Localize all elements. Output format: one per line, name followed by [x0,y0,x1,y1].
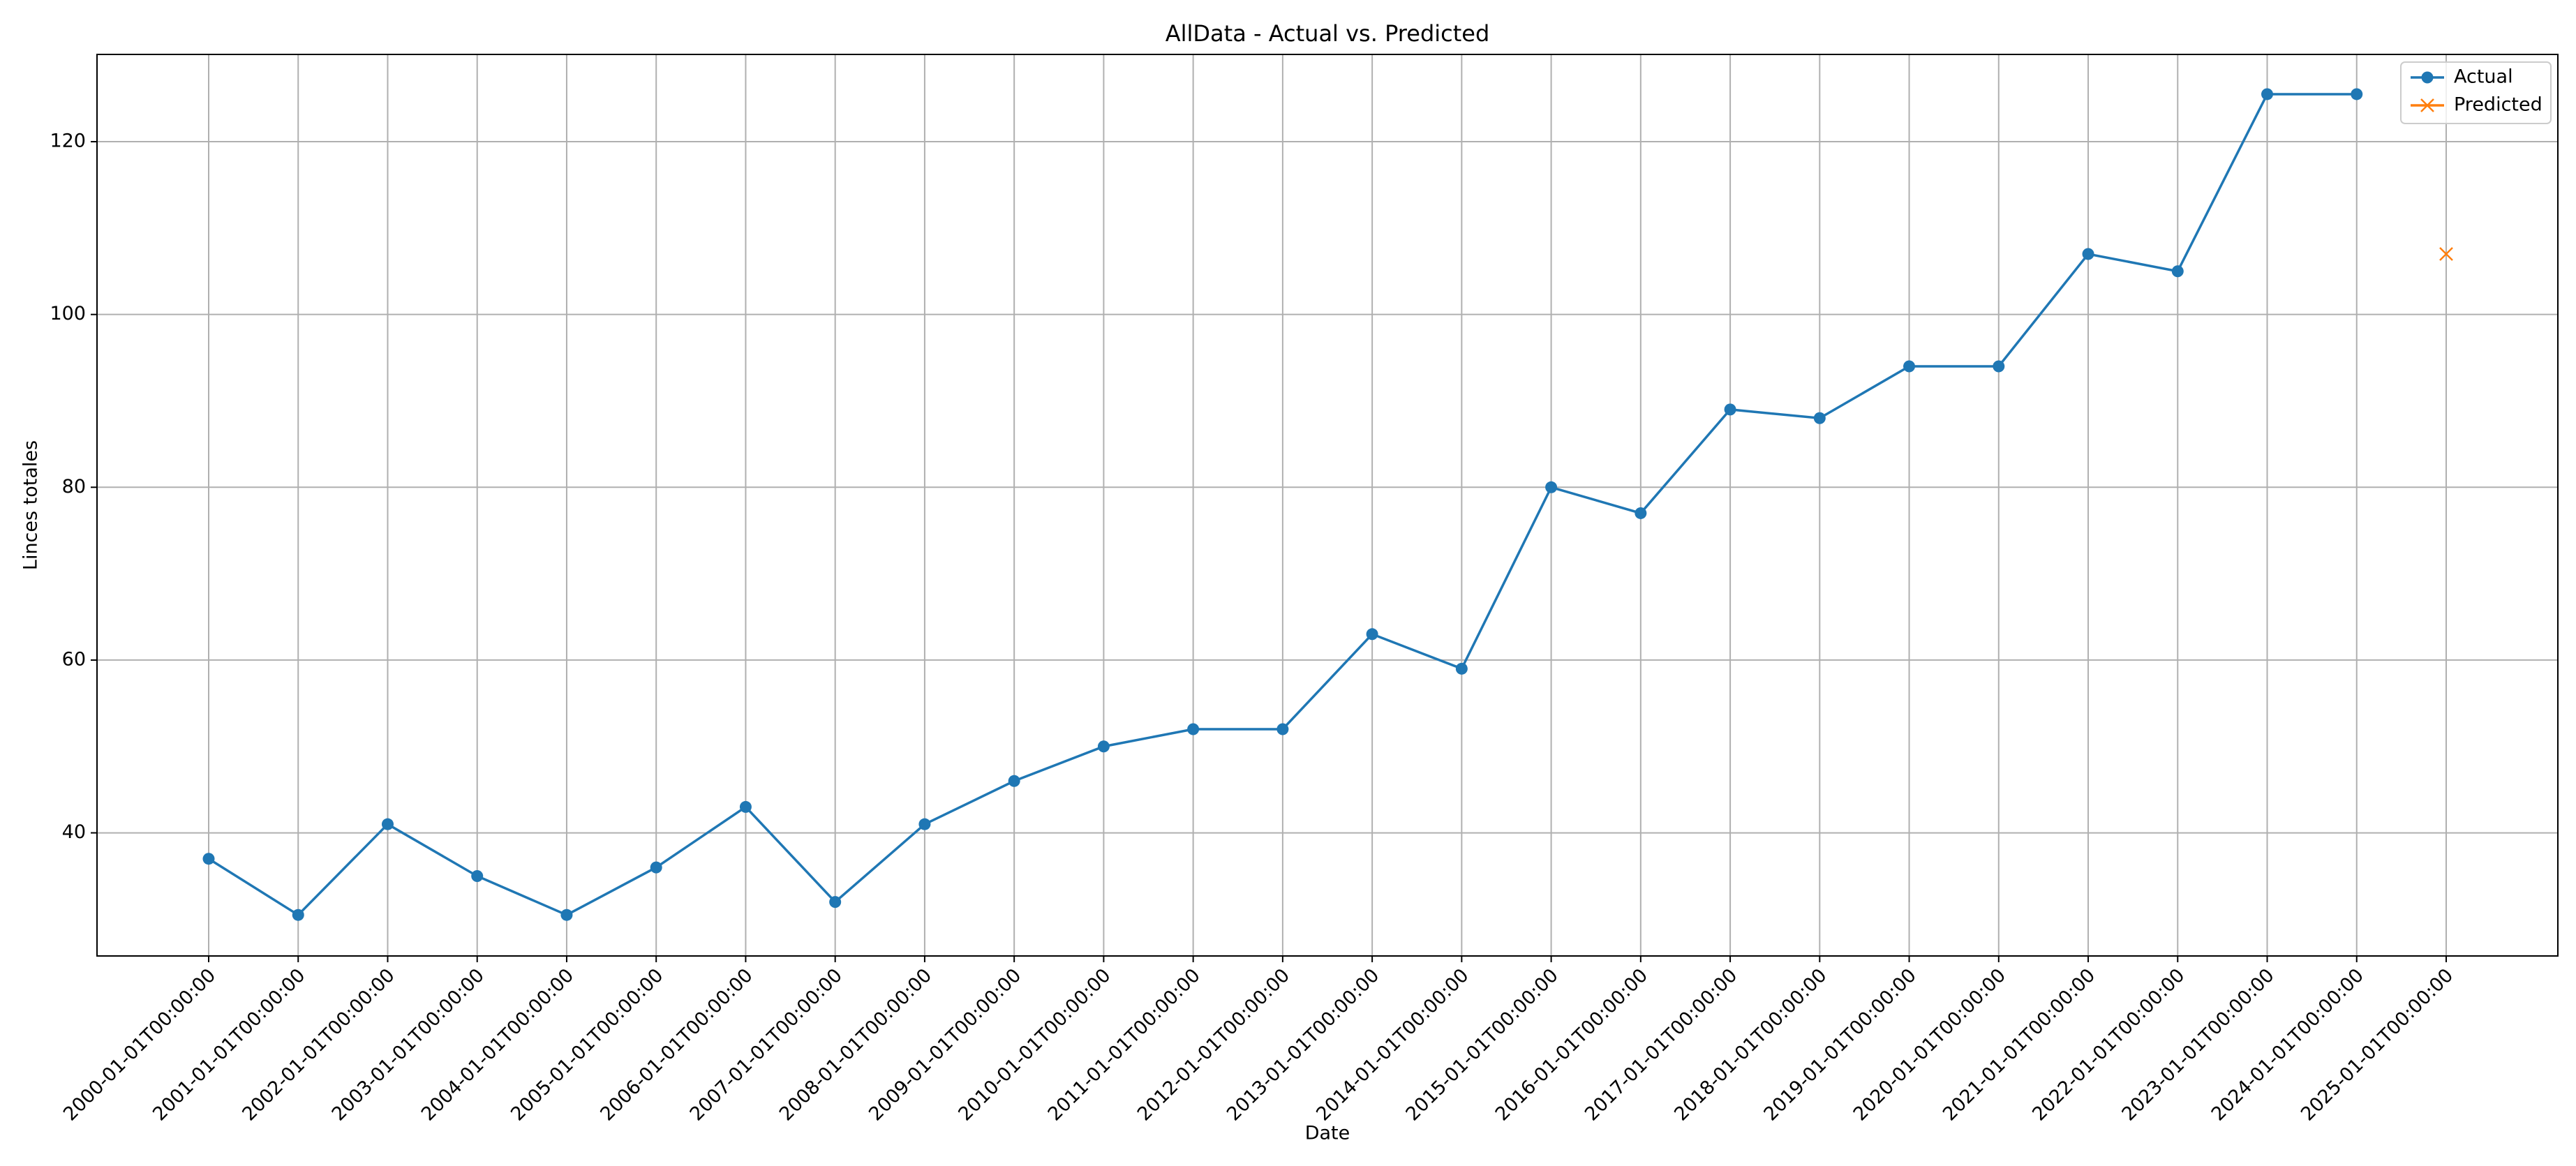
x-tick-label: 2025-01-01T00:00:00 [2297,964,2457,1125]
marker [1187,723,1200,735]
marker [1366,628,1378,641]
marker [1813,412,1826,424]
x-tick-label: 2010-01-01T00:00:00 [954,964,1115,1125]
y-axis-label: Linces totales [20,440,42,570]
x-tick-label: 2002-01-01T00:00:00 [238,964,399,1125]
marker [1724,403,1736,416]
marker [829,896,842,909]
x-tick-label: 2017-01-01T00:00:00 [1581,964,1741,1125]
x-axis-label: Date [1305,1123,1350,1144]
marker [1455,662,1468,675]
x-tick-label: 2004-01-01T00:00:00 [417,964,578,1125]
plot-frame [96,54,2559,957]
marker [1008,775,1020,787]
marker [1097,740,1110,753]
legend-marker [2420,98,2434,112]
chart-title: AllData - Actual vs. Predicted [1166,20,1490,47]
marker [292,909,304,921]
marker [1993,360,2005,373]
marker [739,800,752,813]
x-tick-label: 2005-01-01T00:00:00 [507,964,667,1125]
marker [1276,723,1289,735]
x-tick-label: 2001-01-01T00:00:00 [149,964,309,1125]
legend-label: Predicted [2454,94,2543,116]
y-tick-label: 80 [62,476,86,498]
x-tick-label: 2013-01-01T00:00:00 [1223,964,1383,1125]
x-tick-label: 2012-01-01T00:00:00 [1133,964,1294,1125]
marker [2082,248,2094,260]
x-tick-label: 2020-01-01T00:00:00 [1849,964,2010,1125]
x-tick-label: 2003-01-01T00:00:00 [328,964,489,1125]
marker [2439,247,2453,261]
x-tick-label: 2009-01-01T00:00:00 [865,964,1025,1125]
marker [1903,360,1916,373]
marker [650,861,662,874]
marker [381,818,394,830]
x-tick-label: 2008-01-01T00:00:00 [775,964,936,1125]
legend-label: Actual [2454,66,2513,88]
x-tick-label: 2024-01-01T00:00:00 [2208,964,2368,1125]
x-tick-label: 2019-01-01T00:00:00 [1760,964,1921,1125]
x-tick-label: 2000-01-01T00:00:00 [59,964,220,1125]
x-tick-label: 2022-01-01T00:00:00 [2028,964,2189,1125]
marker [560,909,573,921]
marker [471,869,484,882]
y-tick-label: 120 [50,130,86,152]
marker [1635,507,1647,519]
x-tick-label: 2011-01-01T00:00:00 [1044,964,1205,1125]
x-tick-label: 2018-01-01T00:00:00 [1670,964,1831,1125]
x-tick-label: 2016-01-01T00:00:00 [1491,964,1652,1125]
marker [918,818,931,830]
x-tick-label: 2006-01-01T00:00:00 [596,964,757,1125]
y-tick-label: 40 [62,821,86,843]
x-tick-label: 2015-01-01T00:00:00 [1402,964,1563,1125]
x-tick-label: 2021-01-01T00:00:00 [1939,964,2099,1125]
marker [2171,265,2184,278]
marker [202,853,215,865]
x-tick-label: 2023-01-01T00:00:00 [2117,964,2278,1125]
legend-marker [2421,71,2434,84]
y-tick-label: 60 [62,648,86,670]
y-tick-label: 100 [50,303,86,324]
marker [1545,481,1558,493]
x-tick-label: 2007-01-01T00:00:00 [686,964,847,1125]
x-tick-label: 2014-01-01T00:00:00 [1312,964,1473,1125]
marker [2261,88,2274,100]
marker [2351,88,2363,100]
